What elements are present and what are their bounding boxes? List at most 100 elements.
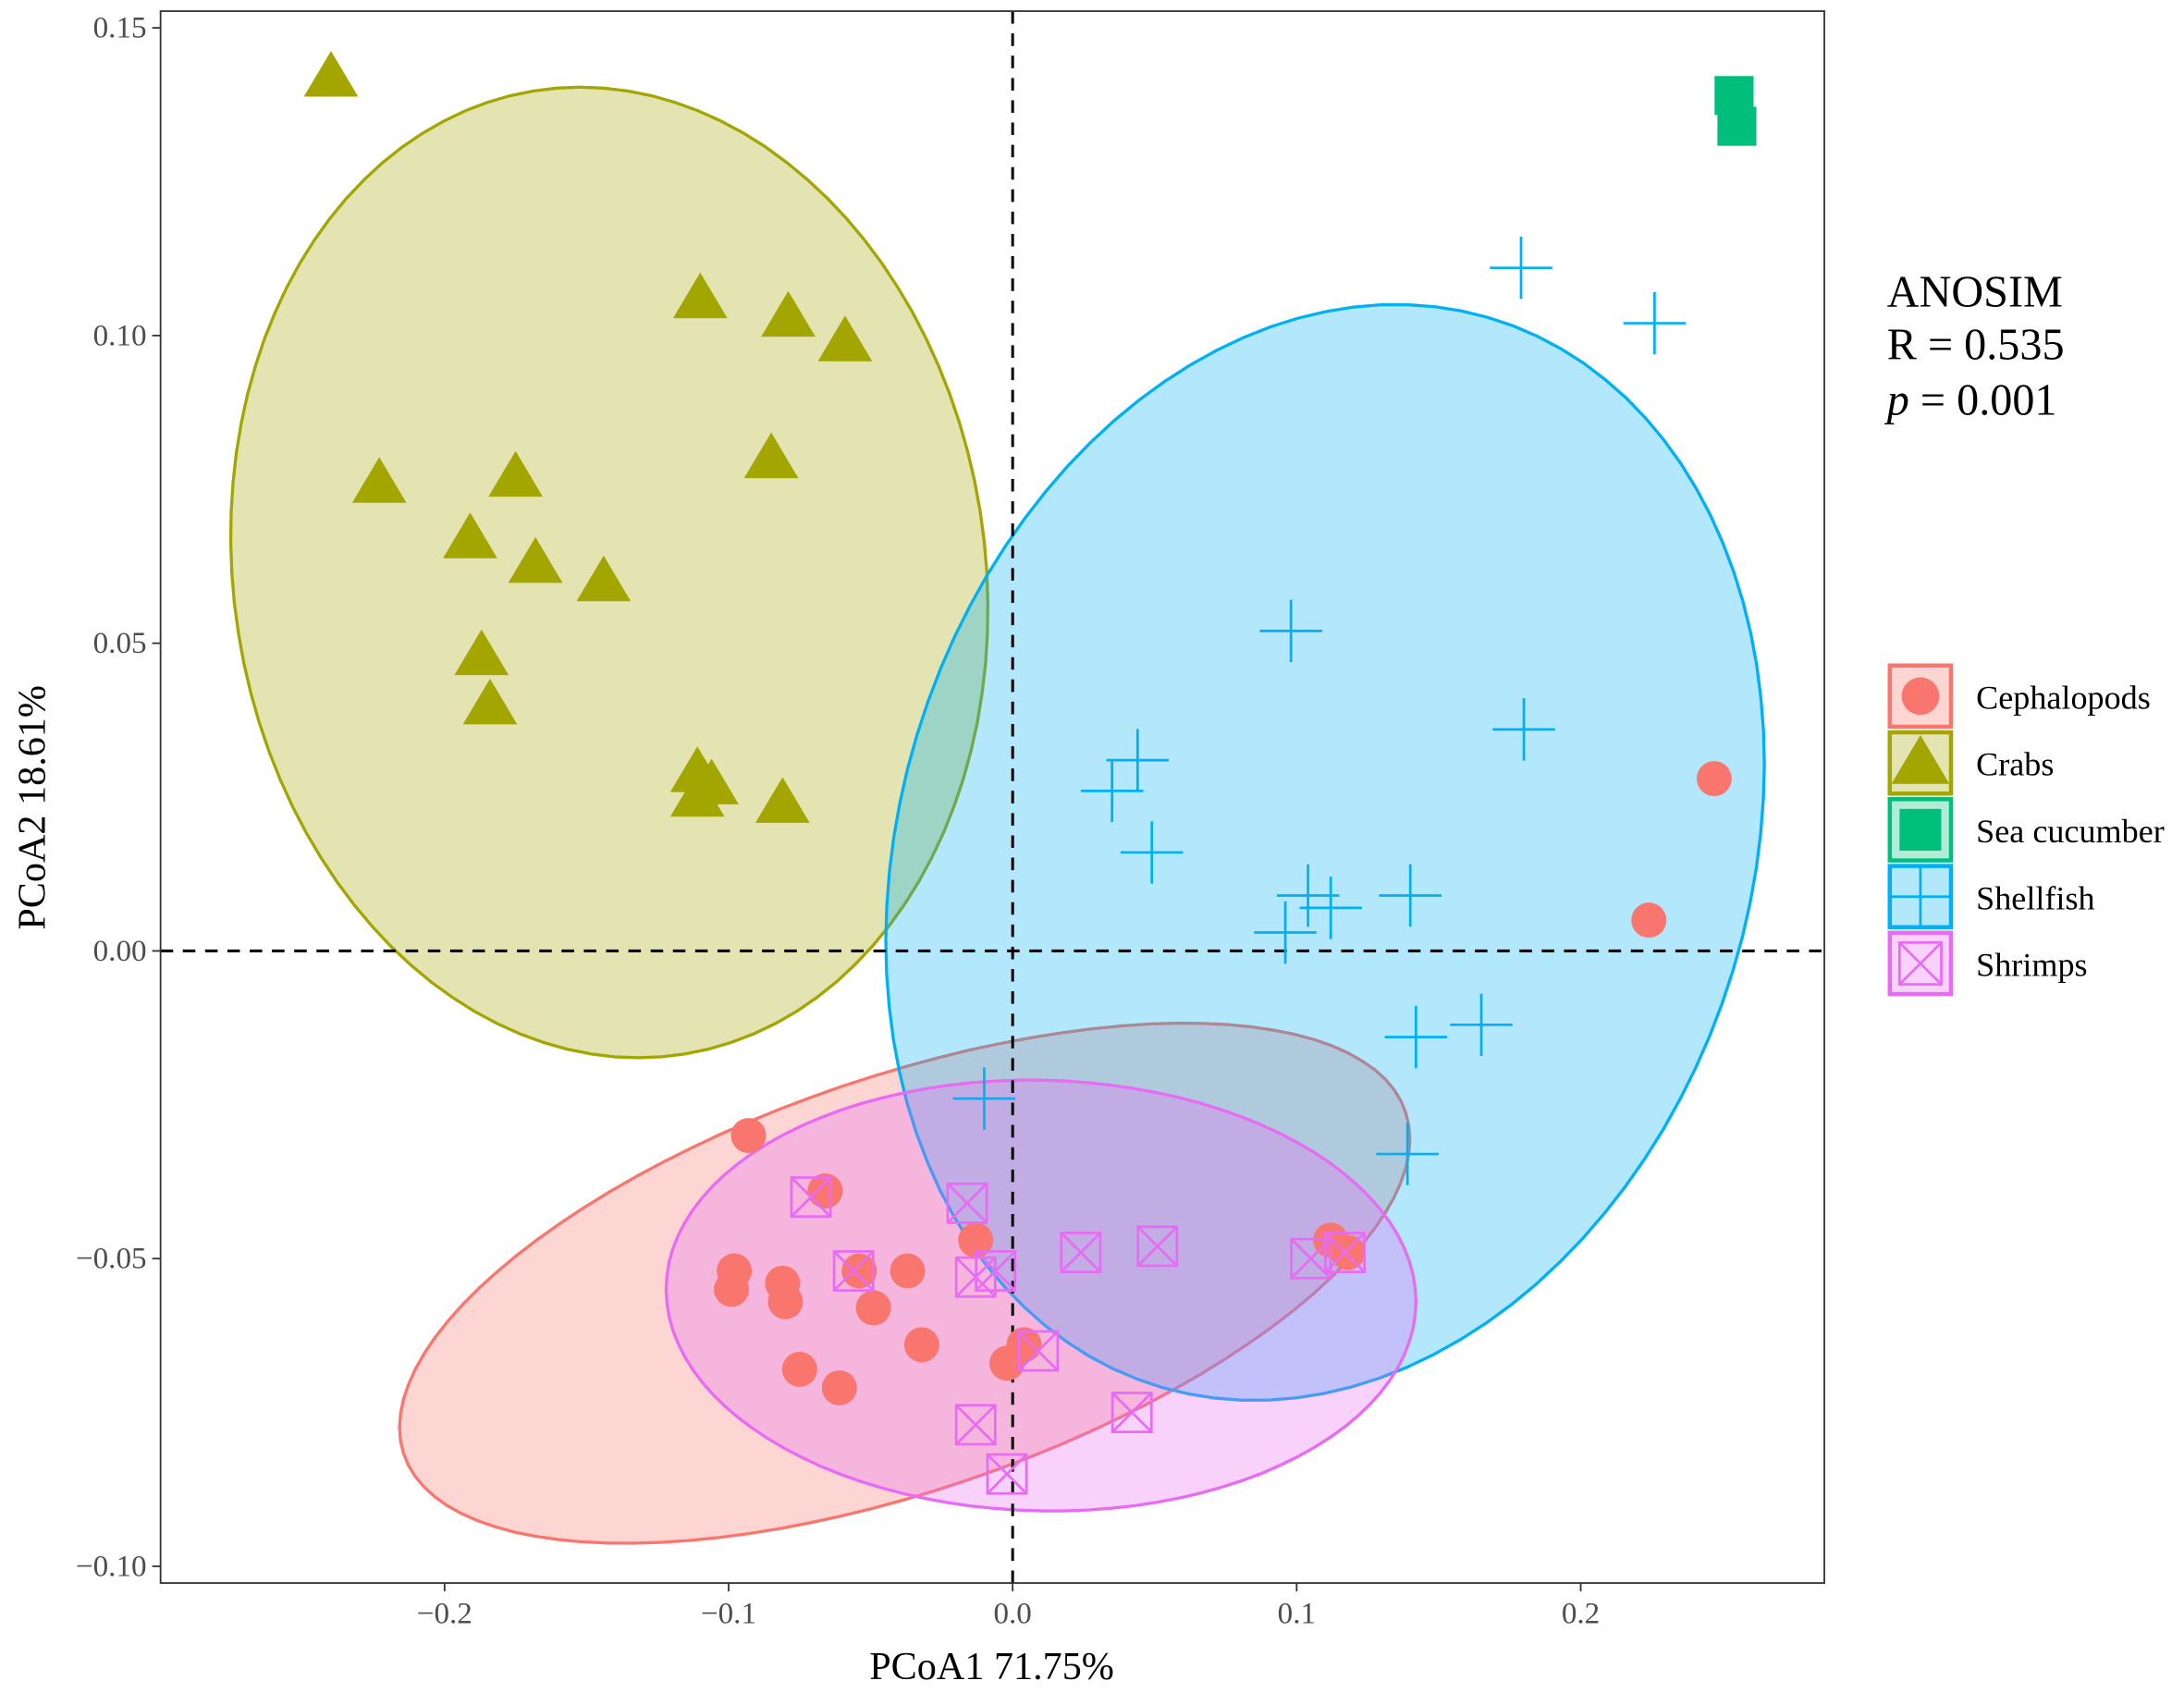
point-cephalopods	[1631, 902, 1667, 939]
legend-key	[1887, 663, 1954, 730]
diag2	[833, 1250, 875, 1292]
point-crabs	[462, 678, 518, 725]
point-crabs	[669, 770, 725, 817]
box	[1017, 1330, 1060, 1372]
point-crabs	[817, 315, 873, 362]
point-sea-cucumber	[1717, 106, 1757, 146]
legend-item-crabs: Crabs	[1887, 730, 2054, 796]
point-crabs	[351, 457, 407, 503]
point-shrimps	[1017, 1330, 1060, 1372]
box	[946, 1182, 988, 1224]
box	[832, 1250, 875, 1292]
point-shellfish	[952, 1067, 1016, 1130]
diag2	[791, 1176, 832, 1218]
point-shellfish	[1623, 291, 1687, 355]
point-shellfish	[1376, 1123, 1439, 1185]
y-tick-label: 0.10	[93, 318, 147, 352]
legend-item-sea-cucumber: Sea cucumber	[1887, 797, 2165, 863]
point-crabs	[761, 290, 816, 337]
series-sea-cucumber	[1714, 76, 1757, 146]
diag2	[1898, 941, 1943, 986]
point-shrimps	[1290, 1237, 1332, 1280]
diag2	[946, 1183, 988, 1224]
diag2	[1111, 1392, 1153, 1433]
point-shellfish	[1259, 599, 1322, 663]
point-cephalopods	[781, 1352, 817, 1387]
data-points	[303, 51, 1757, 1495]
diag2	[1324, 1232, 1366, 1273]
box	[1136, 1225, 1179, 1268]
point-shrimps	[946, 1182, 988, 1224]
point-shellfish	[1106, 729, 1170, 791]
point-shellfish	[1276, 864, 1340, 927]
ellipse-shellfish	[884, 302, 1766, 1402]
point-cephalopods	[1696, 761, 1732, 797]
legend: Cephalopods Crabs Sea cucumber Shellfish Shr…	[1887, 663, 2165, 997]
point-cephalopods	[958, 1222, 994, 1258]
legend-label: Crabs	[1976, 746, 2054, 783]
diag2	[955, 1257, 997, 1298]
diag2	[1060, 1232, 1101, 1273]
point-shrimps	[1136, 1225, 1179, 1268]
legend-label: Shrimps	[1976, 947, 2087, 984]
x-tick-label: −0.1	[701, 1597, 756, 1631]
point-shellfish	[1492, 698, 1555, 761]
x-axis-title: PCoA1 71.75%	[869, 1645, 1114, 1688]
series-cephalopods	[714, 761, 1732, 1405]
box	[954, 1404, 997, 1446]
point-shrimps	[1060, 1232, 1102, 1273]
anosim-r: R = 0.535	[1887, 320, 2065, 369]
point-crabs	[743, 432, 799, 479]
point-cephalopods	[730, 1118, 767, 1154]
box	[954, 1256, 997, 1298]
y-tick-label: 0.00	[93, 934, 147, 968]
box	[790, 1176, 832, 1219]
series-shellfish	[952, 236, 1687, 1185]
point-crabs	[454, 629, 509, 676]
point-cephalopods	[1330, 1234, 1366, 1270]
point-shellfish	[1120, 821, 1184, 884]
diag2	[986, 1454, 1028, 1495]
legend-symbol	[1901, 677, 1940, 716]
ellipse-shrimps	[664, 1078, 1418, 1513]
legend-item-shellfish: Shellfish	[1887, 864, 2095, 930]
y-tick-label: −0.05	[76, 1242, 147, 1276]
anosim-p: p = 0.001	[1884, 376, 2057, 425]
box	[1324, 1232, 1367, 1273]
legend-item-shrimps: Shrimps	[1887, 930, 2088, 997]
point-shellfish	[1384, 1005, 1448, 1069]
point-cephalopods	[890, 1253, 926, 1289]
point-shellfish	[1450, 993, 1513, 1057]
legend-label: Sea cucumber	[1976, 813, 2165, 850]
point-shrimps	[1324, 1232, 1367, 1273]
point-shrimps	[832, 1250, 875, 1292]
point-shrimps	[790, 1176, 832, 1219]
anosim-annotation: ANOSIM R = 0.535 p = 0.001	[1884, 267, 2065, 424]
y-tick-label: −0.10	[76, 1550, 147, 1584]
point-cephalopods	[714, 1271, 750, 1307]
legend-symbol	[1899, 808, 1942, 852]
box	[1060, 1232, 1102, 1273]
point-shrimps	[1110, 1392, 1153, 1434]
point-shellfish	[1080, 759, 1144, 823]
reference-lines	[160, 11, 1825, 1584]
point-shellfish	[1299, 877, 1362, 939]
point-crabs	[672, 272, 728, 319]
point-cephalopods	[841, 1253, 877, 1289]
point-crabs	[755, 777, 810, 823]
point-cephalopods	[989, 1345, 1025, 1381]
legend-item-cephalopods: Cephalopods	[1887, 663, 2151, 730]
legend-symbol	[1891, 735, 1950, 784]
x-tick-label: 0.1	[1278, 1597, 1316, 1631]
y-tick-label: 0.15	[93, 11, 147, 45]
legend-symbol	[1897, 941, 1943, 986]
x-tick-label: 0.2	[1562, 1597, 1600, 1631]
diag2	[1136, 1225, 1178, 1267]
series-crabs	[303, 51, 873, 823]
point-shrimps	[986, 1453, 1028, 1495]
box	[1290, 1237, 1332, 1280]
point-cephalopods	[855, 1290, 891, 1326]
point-cephalopods	[767, 1283, 804, 1319]
point-cephalopods	[903, 1327, 939, 1363]
